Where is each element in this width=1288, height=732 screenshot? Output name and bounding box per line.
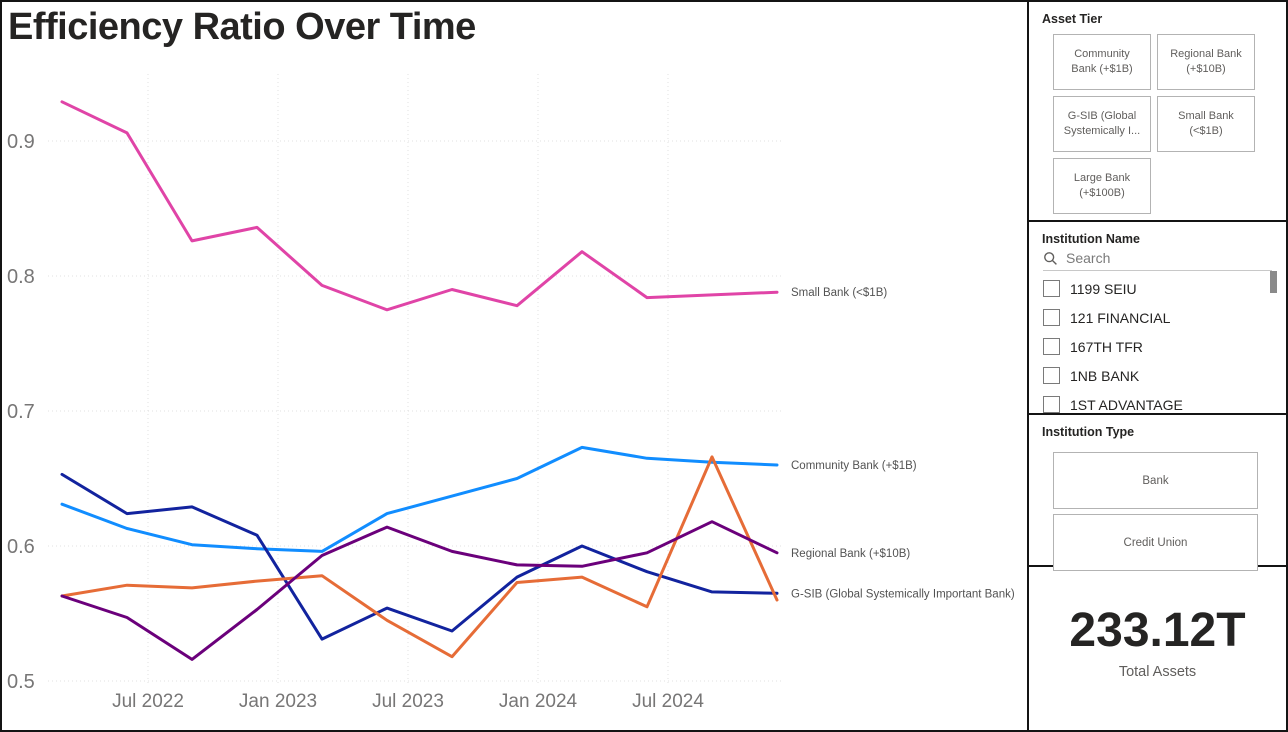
- checkbox-167th-tfr[interactable]: [1043, 338, 1060, 355]
- series-end-label-regional-bank-10b: Regional Bank (+$10B): [791, 548, 910, 560]
- total-assets-value: 233.12T: [1069, 604, 1246, 657]
- institution-type-buttons: Bank Credit Union: [1053, 452, 1286, 571]
- y-axis-tick-label: 0.7: [7, 401, 35, 423]
- x-axis-tick-label: Jul 2024: [632, 691, 704, 712]
- total-assets-card: 233.12T Total Assets: [1029, 567, 1286, 728]
- institution-list-item[interactable]: 121 FINANCIAL: [1029, 303, 1286, 332]
- series-line-regional-bank-10b[interactable]: [60, 520, 779, 661]
- checkbox-1199-seiu[interactable]: [1043, 280, 1060, 297]
- asset-tier-button-regional-bank-10b[interactable]: Regional Bank (+$10B): [1157, 34, 1255, 90]
- institution-item-label: 121 FINANCIAL: [1070, 309, 1171, 326]
- institution-item-label: 1ST ADVANTAGE: [1070, 396, 1183, 413]
- search-icon: [1044, 251, 1057, 265]
- institution-type-header: Institution Type: [1042, 425, 1135, 439]
- asset-tier-button-community-bank-1b[interactable]: Community Bank (+$1B): [1053, 34, 1151, 90]
- institution-search[interactable]: [1043, 250, 1272, 271]
- checkbox-1st-advantage[interactable]: [1043, 396, 1060, 413]
- y-axis-tick-label: 0.8: [7, 266, 35, 288]
- y-axis-tick-label: 0.6: [7, 536, 35, 558]
- asset-tier-header: Asset Tier: [1042, 12, 1103, 26]
- total-assets-label: Total Assets: [1118, 664, 1197, 680]
- institution-item-label: 1199 SEIU: [1070, 280, 1137, 297]
- chart-title: Efficiency Ratio Over Time: [8, 6, 476, 48]
- y-axis-tick-label: 0.9: [7, 131, 35, 153]
- checkbox-1nb-bank[interactable]: [1043, 367, 1060, 384]
- institution-name-section: Institution Name 1199 SEIU 121 FINANCIAL 1…: [1029, 222, 1286, 415]
- scrollbar-thumb[interactable]: [1270, 271, 1277, 293]
- institution-item-label: 167TH TFR: [1070, 338, 1143, 355]
- efficiency-ratio-chart-panel: 0.9 0.8 0.7 0.6 0.5 Jul 2022 Jan 2023 Jul 2023 J…: [2, 2, 1029, 730]
- efficiency-ratio-line-chart: 0.9 0.8 0.7 0.6 0.5 Jul 2022 Jan 2023 Jul 2023 J…: [7, 74, 1015, 712]
- x-axis-tick-label: Jul 2022: [112, 691, 184, 712]
- asset-tier-section: Asset Tier Community Bank (+$1B) Regional…: [1029, 2, 1286, 222]
- asset-tier-button-small-bank-1b[interactable]: Small Bank (<$1B): [1157, 96, 1255, 152]
- series-line-community-bank-1b[interactable]: [60, 445, 779, 553]
- search-input[interactable]: [1066, 250, 1272, 266]
- series-end-label-community-bank-1b: Community Bank (+$1B): [791, 460, 917, 472]
- institution-item-label: 1NB BANK: [1070, 367, 1140, 384]
- institution-list-item[interactable]: 1NB BANK: [1029, 361, 1286, 390]
- institution-list-item[interactable]: 1199 SEIU: [1029, 274, 1286, 303]
- x-axis-tick-label: Jan 2024: [499, 691, 578, 712]
- institution-name-header: Institution Name: [1042, 232, 1140, 246]
- institution-list: 1199 SEIU 121 FINANCIAL 167TH TFR 1NB BANK 1…: [1029, 274, 1286, 419]
- institution-type-button-credit-union[interactable]: Credit Union: [1053, 514, 1258, 571]
- asset-tier-button-g-sib-global-systemically-i[interactable]: G-SIB (Global Systemically I...: [1053, 96, 1151, 152]
- series-end-label-small-bank-1b: Small Bank (<$1B): [791, 287, 887, 299]
- series-line-g-sib-global-systemically-important-bank[interactable]: [60, 472, 779, 641]
- series-line-large-bank-100b[interactable]: [60, 455, 779, 659]
- series-end-label-g-sib-global-systemically-important-bank: G-SIB (Global Systemically Important Ban…: [791, 588, 1015, 600]
- institution-type-section: Institution Type Bank Credit Union: [1029, 415, 1286, 571]
- asset-tier-button-large-bank-100b[interactable]: Large Bank (+$100B): [1053, 158, 1151, 214]
- filter-sidebar: Asset Tier Community Bank (+$1B) Regional…: [1029, 2, 1286, 730]
- series-line-small-bank-1b[interactable]: [60, 100, 779, 312]
- asset-tier-buttons: Community Bank (+$1B) Regional Bank (+$10…: [1053, 34, 1286, 214]
- x-axis-tick-label: Jan 2023: [239, 691, 317, 712]
- institution-type-button-bank[interactable]: Bank: [1053, 452, 1258, 509]
- institution-list-item[interactable]: 1ST ADVANTAGE: [1029, 390, 1286, 419]
- checkbox-121-financial[interactable]: [1043, 309, 1060, 326]
- x-axis-tick-label: Jul 2023: [372, 691, 444, 712]
- y-axis-tick-label: 0.5: [7, 671, 35, 693]
- institution-list-item[interactable]: 167TH TFR: [1029, 332, 1286, 361]
